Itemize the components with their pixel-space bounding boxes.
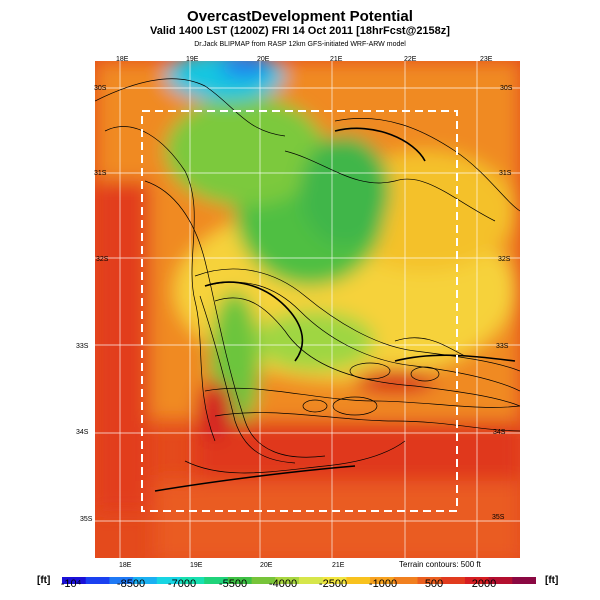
lat-label-left-32s: 32S <box>96 256 109 263</box>
lat-label-left-33s: 33S <box>76 343 89 350</box>
lon-label-top-22e: 22E <box>404 56 417 63</box>
model-credit-line: Dr.Jack BLIPMAP from RASP 12km GFS-initi… <box>194 41 406 48</box>
color-scale-swatch <box>441 577 466 584</box>
color-scale-swatch <box>204 577 229 584</box>
lon-label-bottom-18e: 18E <box>119 562 132 569</box>
color-scale-swatch <box>85 577 110 584</box>
forecast-map[interactable] <box>95 61 520 558</box>
lon-label-top-20e: 20E <box>257 56 270 63</box>
lat-label-right-30s: 30S <box>500 85 513 92</box>
scale-label-3: -5500 <box>218 578 248 590</box>
lon-label-bottom-19e: 19E <box>190 562 203 569</box>
color-scale-bar <box>62 571 537 584</box>
unit-label-right: [ft] <box>545 575 559 586</box>
lon-label-top-21e: 21E <box>330 56 343 63</box>
color-scale-swatch <box>62 577 87 584</box>
color-scale-swatch <box>275 577 300 584</box>
color-scale-swatch <box>180 577 205 584</box>
color-scale-swatch <box>251 577 276 584</box>
lon-label-top-23e: 23E <box>480 56 493 63</box>
lat-label-left-34s: 34S <box>76 429 89 436</box>
color-scale-swatch <box>322 577 347 584</box>
color-scale-swatch <box>393 577 418 584</box>
terrain-contour-note: Terrain contours: 500 ft <box>399 560 481 569</box>
lat-label-right-34s: 34S <box>493 429 506 436</box>
color-scale-swatch <box>464 577 490 584</box>
scale-label-4: -4000 <box>268 578 298 590</box>
scale-label-0: -10⁴ <box>60 578 82 590</box>
color-scale-swatch <box>109 577 134 584</box>
lon-label-top-19e: 19E <box>186 56 199 63</box>
lat-label-right-35s: 35S <box>492 514 505 521</box>
valid-time-line: Valid 1400 LST (1200Z) FRI 14 Oct 2011 [… <box>150 25 450 37</box>
unit-label-left: [ft] <box>37 575 51 586</box>
color-scale-swatch <box>370 577 395 584</box>
color-scale-swatch <box>156 577 181 584</box>
lon-label-bottom-20e: 20E <box>260 562 273 569</box>
color-scale-swatch <box>512 577 537 584</box>
color-scale-swatch <box>346 577 371 584</box>
color-scale-swatch <box>417 577 442 584</box>
lat-label-left-35s: 35S <box>80 516 93 523</box>
color-scale-swatch <box>299 577 324 584</box>
scale-label-5: -2500 <box>318 578 348 590</box>
scale-label-7: 500 <box>424 578 444 590</box>
color-scale-swatch <box>488 577 513 584</box>
scale-label-6: -1000 <box>368 578 398 590</box>
lon-label-top-18e: 18E <box>116 56 129 63</box>
lon-label-bottom-21e: 21E <box>332 562 345 569</box>
lat-label-right-32s: 32S <box>498 256 511 263</box>
forecast-field <box>95 61 520 558</box>
scale-label-2: -7000 <box>167 578 197 590</box>
lat-label-right-33s: 33S <box>496 343 509 350</box>
lat-label-left-30s: 30S <box>94 85 107 92</box>
color-scale-swatch <box>133 577 158 584</box>
scale-label-1: -8500 <box>116 578 146 590</box>
lat-label-left-31s: 31S <box>94 170 107 177</box>
scale-label-8: 2000 <box>471 578 497 590</box>
lat-label-right-31s: 31S <box>499 170 512 177</box>
map-title: OvercastDevelopment Potential <box>187 8 413 25</box>
color-scale-swatch <box>227 577 253 584</box>
